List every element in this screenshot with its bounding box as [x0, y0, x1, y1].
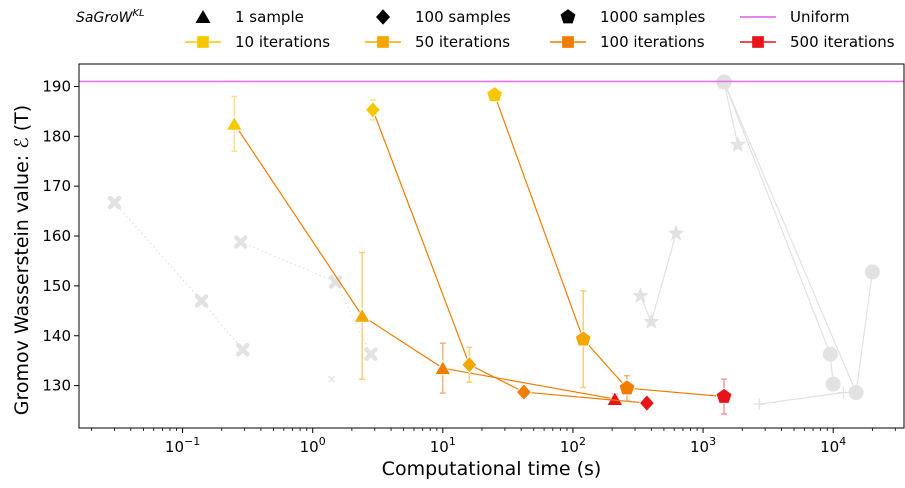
background-series-line — [114, 202, 244, 351]
y-axis-label: Gromov Wasserstein value: ℰ (T) — [11, 105, 33, 415]
y-axis: 130 140 150 160 170 180 190 — [42, 77, 79, 395]
legend-label: 500 iterations — [790, 33, 895, 51]
plot-frame — [78, 63, 905, 429]
x-axis: 10−1 100 101 102 103 104 — [91, 428, 896, 456]
x-tick-label: 101 — [430, 435, 456, 456]
background-series-line — [723, 81, 873, 395]
legend-label: 1 sample — [235, 8, 304, 26]
background-point — [864, 264, 880, 280]
data-point-diamond — [364, 100, 382, 119]
x-tick-label: 102 — [560, 435, 586, 456]
background-point — [632, 287, 649, 303]
background-point-stroke — [107, 195, 122, 210]
background-point — [234, 235, 248, 249]
legend-marker-square — [377, 36, 389, 48]
data-point-diamond — [515, 383, 533, 402]
background-point-stroke — [234, 235, 248, 249]
background-point — [328, 275, 343, 289]
legend-marker-pentagon — [560, 9, 576, 24]
background-point — [848, 385, 864, 401]
background-point — [753, 398, 766, 410]
background-point-stroke — [194, 294, 209, 308]
background-point — [667, 224, 685, 241]
legend-entry: 500 iterations — [740, 33, 895, 51]
data-point-diamond — [461, 355, 478, 374]
x-tick-label: 10−1 — [165, 435, 200, 456]
legend-entry: 100 iterations — [550, 33, 705, 51]
y-tick-label: 170 — [42, 177, 71, 195]
series-line-triangle — [233, 123, 615, 400]
y-tick-label: 180 — [42, 127, 71, 145]
legend-label: Uniform — [790, 8, 850, 26]
main-series — [225, 85, 733, 415]
legend-marker-square — [752, 36, 764, 48]
background-point — [107, 195, 122, 210]
background-point-stroke — [364, 347, 378, 361]
data-point-pentagon — [486, 85, 504, 103]
background-series-line — [240, 241, 372, 355]
data-point-triangle — [353, 307, 372, 323]
data-point-pentagon — [618, 379, 636, 396]
x-tick-label: 100 — [300, 435, 326, 456]
legend-label: 50 iterations — [415, 33, 510, 51]
legend: SaGroWKL 1 sample 100 samples 1000 samples U… — [76, 8, 895, 51]
legend-label: 10 iterations — [235, 33, 330, 51]
x-tick-label: 103 — [690, 435, 716, 456]
background-point — [236, 342, 250, 357]
legend-marker-triangle — [195, 10, 211, 24]
y-tick-label: 140 — [42, 327, 71, 345]
background-point — [328, 375, 336, 383]
legend-title: SaGroWKL — [76, 8, 145, 26]
legend-marker-square — [562, 36, 574, 48]
y-tick-label: 160 — [42, 227, 71, 245]
data-point-triangle — [225, 115, 244, 131]
legend-entry: 100 samples — [376, 8, 511, 26]
background-point-stroke — [328, 275, 343, 289]
y-tick-label: 130 — [42, 377, 71, 395]
legend-label: 1000 samples — [600, 8, 705, 26]
background-point-stroke — [236, 342, 250, 357]
legend-entry: 10 iterations — [185, 33, 330, 51]
background-point-stroke — [328, 375, 336, 383]
data-point-pentagon — [574, 330, 592, 347]
series-line-diamond — [372, 109, 647, 404]
background-series-line — [723, 81, 834, 385]
data-point-triangle — [433, 359, 452, 376]
background-series — [107, 73, 880, 410]
background-series-line — [759, 392, 844, 405]
background-point — [837, 386, 850, 399]
background-point — [194, 294, 209, 308]
data-point-triangle — [605, 390, 624, 407]
background-point — [729, 135, 747, 152]
legend-label: 100 iterations — [600, 33, 705, 51]
series-line-pentagon — [494, 94, 725, 398]
background-series-line — [723, 82, 739, 145]
legend-entry: Uniform — [740, 8, 850, 26]
y-tick-label: 190 — [42, 77, 71, 95]
data-point-pentagon — [715, 387, 733, 404]
y-tick-label: 150 — [42, 277, 71, 295]
data-point-diamond — [638, 394, 656, 413]
background-point — [364, 347, 378, 361]
legend-marker-square — [197, 36, 209, 48]
legend-marker-diamond — [376, 9, 390, 25]
background-point — [822, 346, 838, 362]
x-tick-label: 104 — [820, 435, 846, 456]
legend-entry: 1 sample — [195, 8, 304, 26]
legend-label: 100 samples — [415, 8, 511, 26]
background-point — [642, 312, 660, 329]
legend-entry: 1000 samples — [560, 8, 705, 26]
legend-entry: 50 iterations — [365, 33, 510, 51]
background-point — [825, 376, 841, 392]
background-series-line — [639, 233, 677, 324]
x-axis-label: Computational time (s) — [382, 458, 602, 480]
